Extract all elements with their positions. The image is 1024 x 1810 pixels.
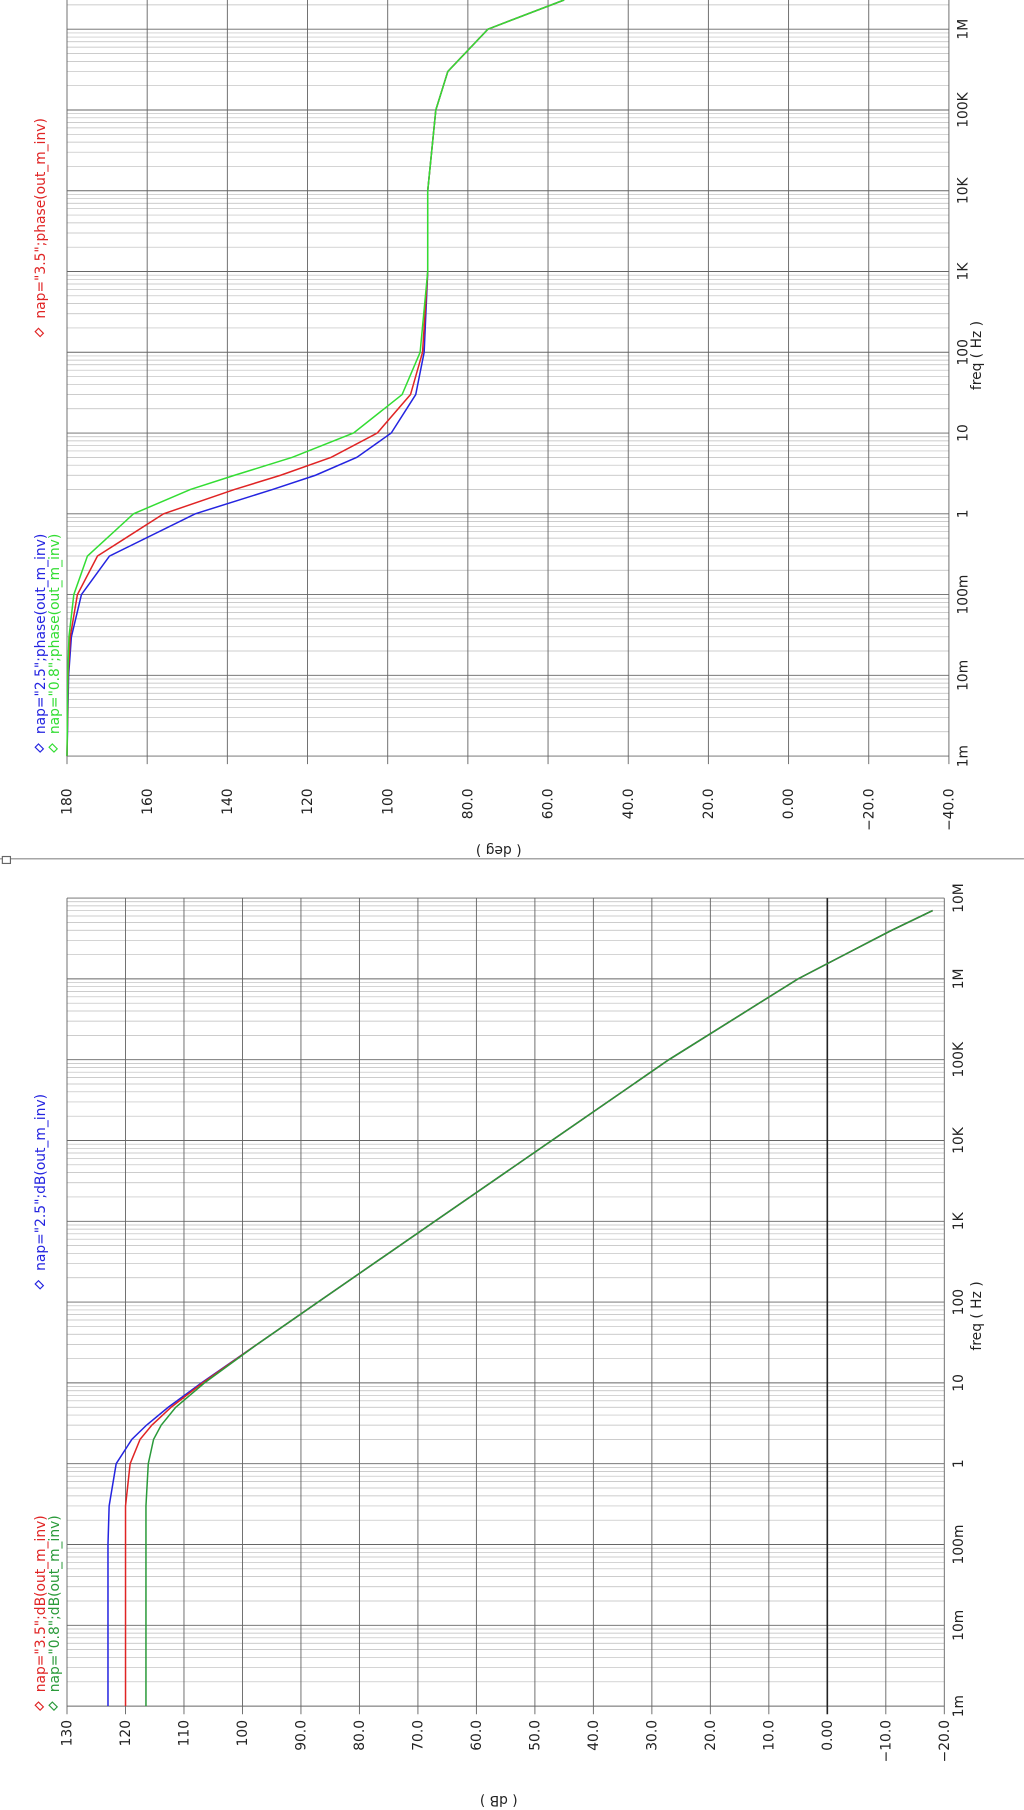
- y-tick-label: 80.0: [460, 788, 476, 819]
- y-tick-label: 40.0: [621, 788, 637, 819]
- y-tick-label: 40.0: [586, 1720, 602, 1751]
- legend-symbol: [34, 1701, 45, 1712]
- x-tick-label: 100K: [955, 91, 971, 127]
- y-tick-label: 100: [235, 1720, 251, 1746]
- y-tick-label: 140: [220, 788, 236, 814]
- x-tick-label: 10: [955, 424, 971, 442]
- x-tick-label: 100m: [955, 575, 971, 615]
- x-tick-label: 100: [955, 339, 971, 365]
- legend-label: nap="2.5";phase(out_m_inv): [33, 534, 49, 734]
- y-tick-label: 160: [140, 788, 156, 814]
- y-tick-label: 80.0: [352, 1720, 368, 1751]
- x-tick-label: 1K: [955, 262, 971, 281]
- y-tick-label: 10.0: [761, 1720, 777, 1751]
- y-tick-label: 180: [60, 788, 76, 814]
- x-tick-label: 10: [951, 1374, 967, 1392]
- x-tick-label: 1M: [951, 968, 967, 989]
- x-tick-label: 10m: [951, 1610, 967, 1641]
- y-axis-label: ( deg ): [476, 842, 522, 858]
- x-tick-label: 1m: [951, 1695, 967, 1717]
- x-axis-label: freq ( Hz ): [969, 1281, 985, 1350]
- legend-label: nap="3.5";phase(out_m_inv): [33, 118, 49, 318]
- legend-label: nap="0.8";dB(out_m_inv): [47, 1515, 63, 1692]
- y-tick-label: 60.0: [541, 788, 557, 819]
- y-axis-label: ( dB ): [480, 1792, 518, 1808]
- y-tick-label: 30.0: [644, 1720, 660, 1751]
- legend-label: nap="2.5";dB(out_m_inv): [33, 1094, 49, 1271]
- legend-label: nap="0.8";phase(out_m_inv): [47, 534, 63, 734]
- legend-symbol: [34, 1279, 45, 1290]
- x-tick-label: 1K: [951, 1211, 967, 1230]
- y-tick-label: 50.0: [528, 1720, 544, 1751]
- y-tick-label: 0.00: [781, 788, 797, 819]
- y-tick-label: −10.0: [878, 1720, 894, 1762]
- y-tick-label: 120: [300, 788, 316, 814]
- series-line: [145, 909, 933, 1707]
- y-tick-label: −40.0: [942, 788, 958, 830]
- x-tick-label: 100m: [951, 1525, 967, 1565]
- x-tick-label: 100K: [951, 1041, 967, 1077]
- y-tick-label: −20.0: [861, 788, 877, 830]
- x-tick-label: 1: [955, 509, 971, 518]
- x-tick-label: 10M: [951, 883, 967, 913]
- y-tick-label: 110: [177, 1720, 193, 1746]
- y-tick-label: 70.0: [411, 1720, 427, 1751]
- x-axis-label: freq ( Hz ): [969, 321, 985, 390]
- y-tick-label: 60.0: [469, 1720, 485, 1751]
- y-tick-label: 20.0: [703, 1720, 719, 1751]
- x-tick-label: 10m: [955, 660, 971, 691]
- legend-label: nap="3.5";dB(out_m_inv): [33, 1515, 49, 1692]
- y-tick-label: 130: [60, 1720, 76, 1746]
- y-tick-label: 20.0: [701, 788, 717, 819]
- series-line: [66, 0, 565, 757]
- legend-symbol: [48, 1701, 59, 1712]
- y-tick-label: 120: [118, 1720, 134, 1746]
- x-tick-label: 1: [951, 1459, 967, 1468]
- x-tick-label: 100: [951, 1289, 967, 1315]
- y-tick-label: 90.0: [294, 1720, 310, 1751]
- y-tick-label: 0.00: [820, 1720, 836, 1751]
- panel-handle: [1, 855, 12, 865]
- y-tick-label: 100: [380, 788, 396, 814]
- x-tick-label: 1m: [955, 745, 971, 767]
- x-tick-label: 1M: [955, 19, 971, 40]
- legend-symbol: [34, 743, 45, 753]
- legend-symbol: [48, 743, 59, 753]
- y-tick-label: −20.0: [937, 1720, 953, 1762]
- legend-symbol: [34, 327, 45, 338]
- x-tick-label: 10K: [951, 1126, 967, 1154]
- x-tick-label: 10K: [955, 176, 971, 204]
